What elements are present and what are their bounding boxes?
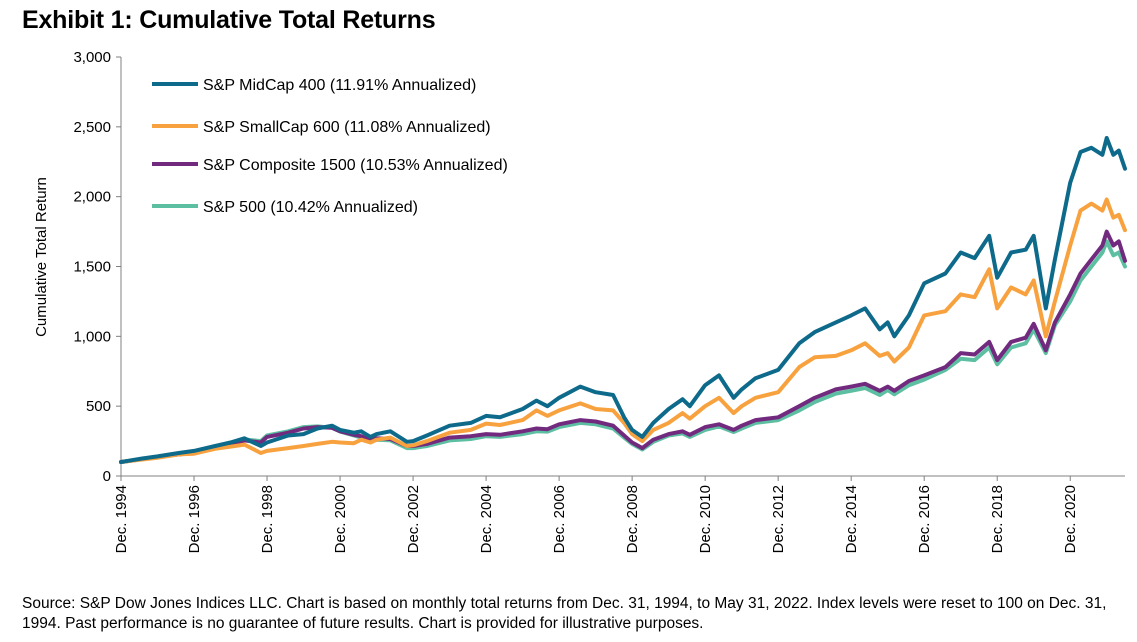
y-axis-label: Cumulative Total Return [33,177,50,337]
x-tick-label: Dec. 2014 [843,485,860,553]
x-tick-label: Dec. 2016 [916,485,933,553]
source-footnote: Source: S&P Dow Jones Indices LLC. Chart… [22,595,1107,632]
series-line [119,239,1127,464]
y-tick-label: 500 [86,398,111,415]
x-tick-label: Dec. 2020 [1062,485,1079,553]
x-tick-label: Dec. 2010 [697,485,714,553]
legend: S&P MidCap 400 (11.91% Annualized) S&P Sm… [152,77,508,216]
axes: 0 500 1,000 1,500 2,000 2,500 3,000 Dec. 1994 De… [73,49,1125,553]
x-tick-label: Dec. 2004 [478,485,495,553]
y-tick-label: 1,000 [73,328,111,345]
legend-label: S&P SmallCap 600 (11.08% Annualized) [203,119,491,136]
x-tick-label: Dec. 2000 [332,485,349,553]
y-tick-label: 3,000 [73,49,111,66]
x-tick-label: Dec. 1998 [259,485,276,553]
x-tick-label: Dec. 2002 [405,485,422,553]
x-tick-label: Dec. 1996 [186,485,203,553]
x-tick-label: Dec. 2012 [770,485,787,553]
y-tick-label: 1,500 [73,259,111,276]
chart-title: Exhibit 1: Cumulative Total Returns [22,6,436,34]
series-line [119,229,1127,464]
x-tick-label: Dec. 2008 [624,485,641,553]
series-lines [119,136,1127,464]
y-tick-label: 2,000 [73,189,111,206]
legend-label: S&P Composite 1500 (10.53% Annualized) [203,157,508,174]
y-tick-label: 0 [103,468,111,485]
y-tick-label: 2,500 [73,119,111,136]
legend-label: S&P MidCap 400 (11.91% Annualized) [203,77,476,94]
series-line [119,136,1127,464]
series-line [119,197,1127,464]
x-tick-label: Dec. 2006 [551,485,568,553]
x-tick-label: Dec. 2018 [989,485,1006,553]
legend-label: S&P 500 (10.42% Annualized) [203,199,418,216]
x-tick-label: Dec. 1994 [113,485,130,553]
